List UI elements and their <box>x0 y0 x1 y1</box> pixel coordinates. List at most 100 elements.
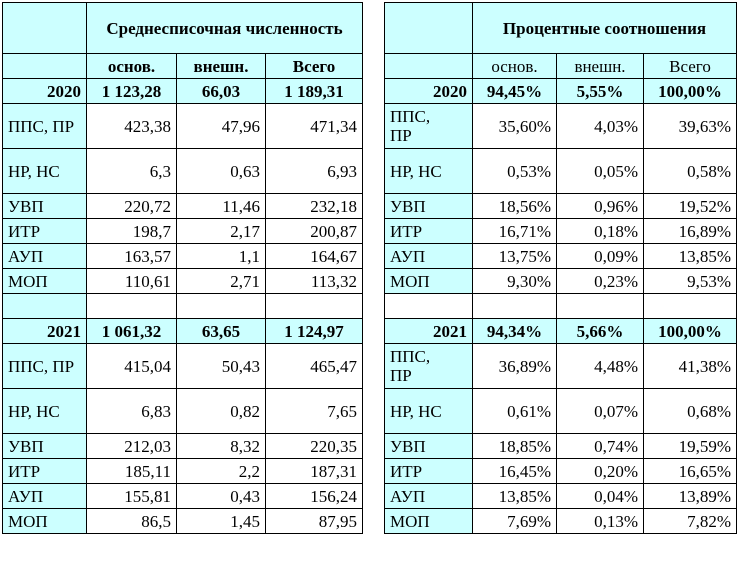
cell-value: 19,59% <box>642 433 738 459</box>
cell-value: 155,81 <box>86 483 177 509</box>
cell-value: 18,56% <box>472 193 557 219</box>
cell-value: 0,96% <box>556 193 644 219</box>
cell-value: 4,48% <box>556 343 644 389</box>
table-row: МОП 110,61 2,71 113,32 <box>2 268 363 294</box>
header-row: Процентные соотношения <box>384 2 738 54</box>
cell-value: 0,05% <box>556 148 644 194</box>
table-row: ИТР 16,71% 0,18% 16,89% <box>384 218 738 244</box>
table-row: УВП 212,03 8,32 220,35 <box>2 433 363 459</box>
year-row-2021: 2021 94,34% 5,66% 100,00% <box>384 318 738 344</box>
cell-value: 185,11 <box>86 458 177 484</box>
cell-value: 471,34 <box>265 103 363 149</box>
row-label: ППС, ПР <box>2 343 87 389</box>
cell-value: 1,1 <box>176 243 266 269</box>
cell-value: 36,89% <box>472 343 557 389</box>
table-row: ППС, ПР 35,60% 4,03% 39,63% <box>384 103 738 149</box>
cell-value: 87,95 <box>265 508 363 534</box>
col-header-main: основ. <box>472 53 557 79</box>
cell-value: 19,52% <box>642 193 738 219</box>
cell-value: 9,53% <box>642 268 738 294</box>
year-label: 2020 <box>384 78 473 104</box>
cell-value: 187,31 <box>265 458 363 484</box>
cell-value: 0,68% <box>642 388 738 434</box>
row-label: ИТР <box>2 218 87 244</box>
cell-value: 13,75% <box>472 243 557 269</box>
col-header-external: внешн. <box>556 53 644 79</box>
year-value: 100,00% <box>642 318 738 344</box>
row-label: ИТР <box>384 218 473 244</box>
cell-value: 0,07% <box>556 388 644 434</box>
year-value: 63,65 <box>176 318 266 344</box>
percentage-table: Процентные соотношения основ. внешн. Все… <box>384 2 738 534</box>
col-header-total: Всего <box>642 53 738 79</box>
cell-value: 164,67 <box>265 243 363 269</box>
cell-value: 212,03 <box>86 433 177 459</box>
cell-value: 7,65 <box>265 388 363 434</box>
spacer-row <box>384 293 738 319</box>
row-label: ППС, ПР <box>2 103 87 149</box>
cell-value: 86,5 <box>86 508 177 534</box>
spacer-row <box>2 293 363 319</box>
row-label: НР, НС <box>2 148 87 194</box>
table-row: ППС, ПР 36,89% 4,48% 41,38% <box>384 343 738 389</box>
cell-value: 8,32 <box>176 433 266 459</box>
spacer-cell <box>2 293 87 319</box>
spacer-cell <box>384 293 473 319</box>
year-row-2020: 2020 1 123,28 66,03 1 189,31 <box>2 78 363 104</box>
corner-cell <box>2 53 87 79</box>
cell-value: 156,24 <box>265 483 363 509</box>
cell-value: 6,93 <box>265 148 363 194</box>
table-row: ППС, ПР 423,38 47,96 471,34 <box>2 103 363 149</box>
cell-value: 18,85% <box>472 433 557 459</box>
year-value: 1 189,31 <box>265 78 363 104</box>
row-label: НР, НС <box>384 148 473 194</box>
table-row: УВП 18,85% 0,74% 19,59% <box>384 433 738 459</box>
cell-value: 423,38 <box>86 103 177 149</box>
spacer-cell <box>642 293 738 319</box>
corner-cell <box>384 2 473 54</box>
cell-value: 0,18% <box>556 218 644 244</box>
col-header-external: внешн. <box>176 53 266 79</box>
table-title: Среднесписочная численность <box>86 2 363 54</box>
columns-row: основ. внешн. Всего <box>2 53 363 79</box>
cell-value: 9,30% <box>472 268 557 294</box>
cell-value: 7,69% <box>472 508 557 534</box>
row-label: ИТР <box>2 458 87 484</box>
cell-value: 465,47 <box>265 343 363 389</box>
year-value: 1 124,97 <box>265 318 363 344</box>
cell-value: 113,32 <box>265 268 363 294</box>
headcount-table: Среднесписочная численность основ. внешн… <box>2 2 363 534</box>
cell-value: 0,53% <box>472 148 557 194</box>
table-row: ППС, ПР 415,04 50,43 465,47 <box>2 343 363 389</box>
table-row: ИТР 16,45% 0,20% 16,65% <box>384 458 738 484</box>
year-value: 100,00% <box>642 78 738 104</box>
table-row: АУП 13,75% 0,09% 13,85% <box>384 243 738 269</box>
cell-value: 13,85% <box>642 243 738 269</box>
cell-value: 0,58% <box>642 148 738 194</box>
spacer-cell <box>86 293 177 319</box>
row-label: АУП <box>2 483 87 509</box>
year-label: 2021 <box>2 318 87 344</box>
cell-value: 11,46 <box>176 193 266 219</box>
cell-value: 16,71% <box>472 218 557 244</box>
cell-value: 220,72 <box>86 193 177 219</box>
cell-value: 2,17 <box>176 218 266 244</box>
row-label: МОП <box>2 268 87 294</box>
row-label: УВП <box>2 193 87 219</box>
table-row: УВП 220,72 11,46 232,18 <box>2 193 363 219</box>
year-row-2020: 2020 94,45% 5,55% 100,00% <box>384 78 738 104</box>
row-label: АУП <box>384 483 473 509</box>
row-label: МОП <box>384 268 473 294</box>
year-label: 2020 <box>2 78 87 104</box>
row-label: УВП <box>384 193 473 219</box>
cell-value: 0,13% <box>556 508 644 534</box>
cell-value: 0,43 <box>176 483 266 509</box>
table-row: АУП 155,81 0,43 156,24 <box>2 483 363 509</box>
year-value: 1 123,28 <box>86 78 177 104</box>
row-label: АУП <box>2 243 87 269</box>
cell-value: 0,04% <box>556 483 644 509</box>
cell-value: 13,89% <box>642 483 738 509</box>
row-label: АУП <box>384 243 473 269</box>
year-value: 94,45% <box>472 78 557 104</box>
spacer-cell <box>556 293 644 319</box>
